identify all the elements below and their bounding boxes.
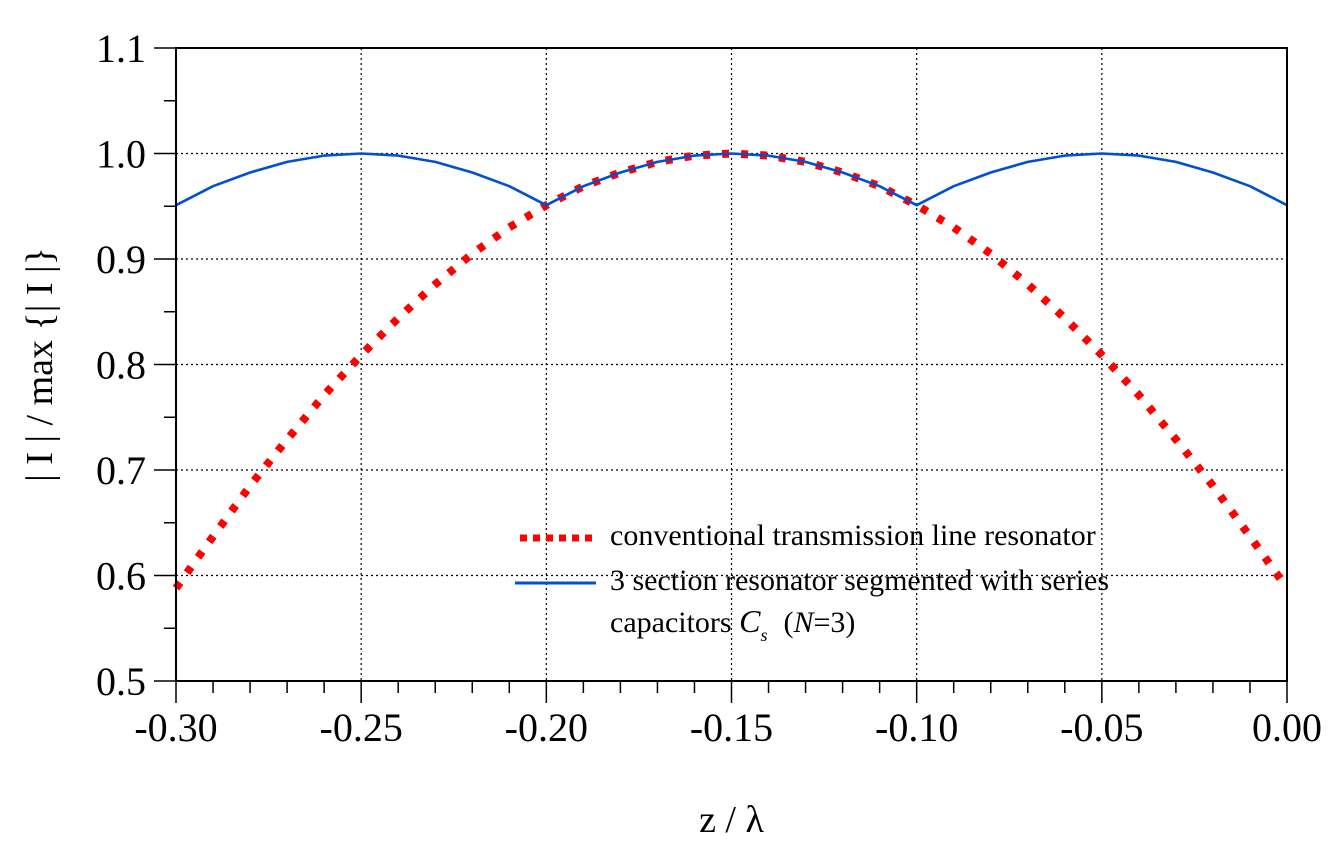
y-axis-label: | I | / max {| I |} <box>19 247 61 482</box>
legend-n-value: =3) <box>813 606 855 639</box>
legend-cs-symbol: C <box>739 603 761 639</box>
legend-n-symbol: N <box>792 606 815 639</box>
legend-capacitors-text: capacitors <box>610 606 739 639</box>
legend: conventional transmission line resonator… <box>515 519 1109 645</box>
legend-label-segmented-line2: capacitors Cs (N=3) <box>610 603 855 645</box>
y-tick-label: 0.8 <box>96 343 146 388</box>
y-tick-label: 0.5 <box>96 659 146 704</box>
y-tick-label: 0.7 <box>96 448 146 493</box>
x-tick-label: -0.30 <box>134 705 217 750</box>
y-tick-label: 1.1 <box>96 26 146 71</box>
legend-cs-subscript: s <box>760 625 767 645</box>
axis-ticks <box>154 48 1287 703</box>
y-tick-label: 0.9 <box>96 237 146 282</box>
y-tick-label: 0.6 <box>96 554 146 599</box>
tick-labels: -0.30 -0.25 -0.20 -0.15 -0.10 -0.05 0.00 0.5 0.6… <box>96 26 1322 750</box>
x-tick-label: -0.15 <box>690 705 773 750</box>
legend-paren-open: ( <box>783 606 793 639</box>
x-axis-label: z / λ <box>699 799 764 841</box>
x-tick-label: 0.00 <box>1252 705 1322 750</box>
x-tick-label: -0.25 <box>320 705 403 750</box>
x-tick-label: -0.20 <box>505 705 588 750</box>
x-tick-label: -0.10 <box>875 705 958 750</box>
legend-label-conventional: conventional transmission line resonator <box>610 519 1096 552</box>
y-tick-label: 1.0 <box>96 132 146 177</box>
x-tick-label: -0.05 <box>1060 705 1143 750</box>
legend-label-segmented-line1: 3 section resonator segmented with serie… <box>610 564 1109 597</box>
